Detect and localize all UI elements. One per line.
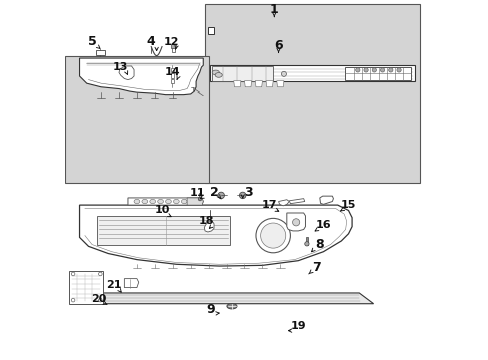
Polygon shape: [276, 81, 284, 87]
Polygon shape: [244, 81, 251, 87]
Ellipse shape: [173, 199, 179, 204]
Bar: [172, 44, 175, 52]
Bar: [305, 237, 307, 244]
Polygon shape: [233, 81, 241, 87]
Circle shape: [239, 192, 245, 199]
Circle shape: [304, 242, 308, 246]
Polygon shape: [319, 196, 333, 204]
Text: 5: 5: [87, 35, 96, 49]
Text: 3: 3: [244, 186, 252, 199]
Text: 14: 14: [164, 67, 180, 77]
Circle shape: [71, 298, 75, 302]
Bar: [199, 193, 201, 199]
Bar: [204, 4, 419, 183]
Bar: [96, 50, 104, 55]
Polygon shape: [265, 81, 273, 87]
Text: 11: 11: [190, 188, 205, 198]
Text: 6: 6: [274, 39, 282, 52]
Text: 10: 10: [154, 206, 169, 216]
Ellipse shape: [226, 303, 237, 309]
Ellipse shape: [158, 199, 163, 204]
Text: 16: 16: [315, 220, 330, 230]
Bar: [170, 79, 174, 83]
Polygon shape: [97, 216, 230, 244]
Bar: [65, 56, 208, 183]
Circle shape: [99, 298, 102, 302]
Circle shape: [363, 68, 367, 72]
Ellipse shape: [181, 199, 187, 204]
Ellipse shape: [134, 199, 140, 204]
Text: 4: 4: [146, 35, 155, 49]
Circle shape: [198, 197, 202, 201]
Text: 18: 18: [199, 216, 214, 226]
Text: 1: 1: [269, 3, 278, 16]
Circle shape: [292, 219, 299, 226]
Bar: [207, 27, 214, 34]
Ellipse shape: [215, 73, 222, 77]
Text: 19: 19: [290, 321, 305, 331]
Circle shape: [260, 223, 285, 248]
Ellipse shape: [212, 70, 219, 75]
Polygon shape: [80, 293, 373, 304]
Polygon shape: [210, 65, 414, 81]
Text: 20: 20: [91, 294, 107, 304]
Polygon shape: [119, 66, 134, 80]
Circle shape: [371, 68, 376, 72]
Text: 15: 15: [340, 200, 355, 210]
Ellipse shape: [142, 199, 147, 204]
Bar: [69, 271, 102, 304]
Polygon shape: [128, 198, 203, 205]
Polygon shape: [286, 213, 305, 231]
Text: 13: 13: [113, 62, 128, 72]
Polygon shape: [255, 81, 262, 87]
Polygon shape: [212, 66, 273, 81]
Text: 7: 7: [311, 261, 320, 274]
Text: 12: 12: [163, 37, 179, 47]
Circle shape: [255, 219, 290, 253]
Circle shape: [388, 68, 392, 72]
Polygon shape: [80, 58, 203, 95]
Polygon shape: [124, 279, 139, 288]
Text: 21: 21: [105, 280, 121, 290]
Ellipse shape: [165, 199, 171, 204]
Polygon shape: [344, 67, 410, 80]
Circle shape: [218, 192, 224, 199]
Polygon shape: [289, 199, 304, 204]
Text: 2: 2: [209, 186, 218, 199]
Bar: [170, 44, 176, 48]
Text: 17: 17: [261, 200, 277, 210]
Text: 9: 9: [206, 303, 214, 316]
Polygon shape: [80, 205, 351, 266]
Bar: [170, 68, 174, 72]
Polygon shape: [204, 221, 214, 232]
Circle shape: [355, 68, 359, 72]
Circle shape: [71, 272, 75, 276]
Polygon shape: [187, 198, 203, 205]
Text: 8: 8: [315, 238, 324, 251]
Circle shape: [99, 272, 102, 276]
Circle shape: [396, 68, 400, 72]
Circle shape: [281, 71, 286, 76]
Circle shape: [380, 68, 384, 72]
Ellipse shape: [149, 199, 155, 204]
Bar: [170, 73, 174, 78]
Polygon shape: [278, 200, 289, 206]
